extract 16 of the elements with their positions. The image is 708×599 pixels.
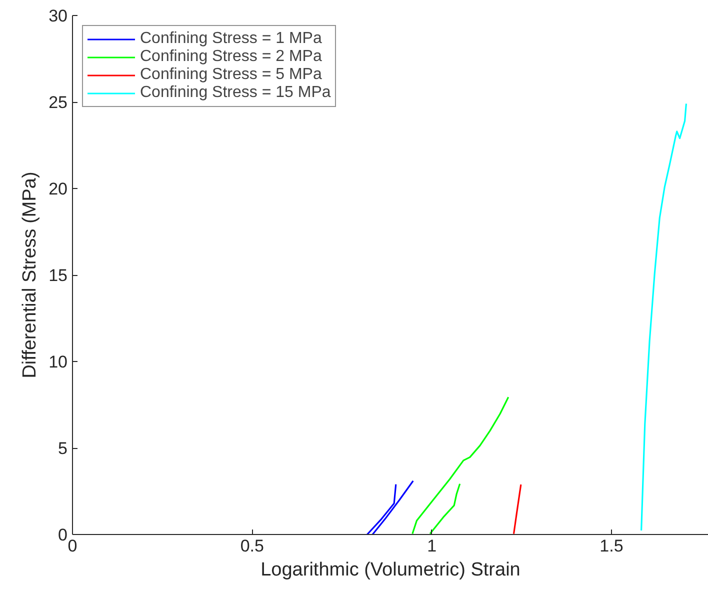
y-tick-label: 5	[58, 439, 68, 458]
y-axis-title: Differential Stress (MPa)	[20, 172, 41, 378]
y-tick-label: 10	[48, 352, 68, 372]
legend-label: Confining Stress = 15 MPa	[140, 84, 331, 102]
y-tick-label: 25	[48, 93, 68, 112]
x-tick-label: 1	[427, 536, 437, 556]
y-tick-label: 15	[48, 266, 68, 285]
legend-label: Confining Stress = 2 MPa	[140, 48, 322, 66]
legend-label: Confining Stress = 5 MPa	[140, 66, 322, 84]
y-tick-label: 30	[48, 6, 68, 26]
x-axis-title: Logarithmic (Volumetric) Strain	[260, 560, 520, 580]
x-tick-label: 0.5	[240, 536, 264, 556]
x-tick-label: 1.5	[600, 536, 624, 556]
legend-label: Confining Stress = 1 MPa	[140, 30, 322, 48]
y-tick-label: 20	[48, 180, 68, 198]
line-series	[640, 102, 688, 532]
